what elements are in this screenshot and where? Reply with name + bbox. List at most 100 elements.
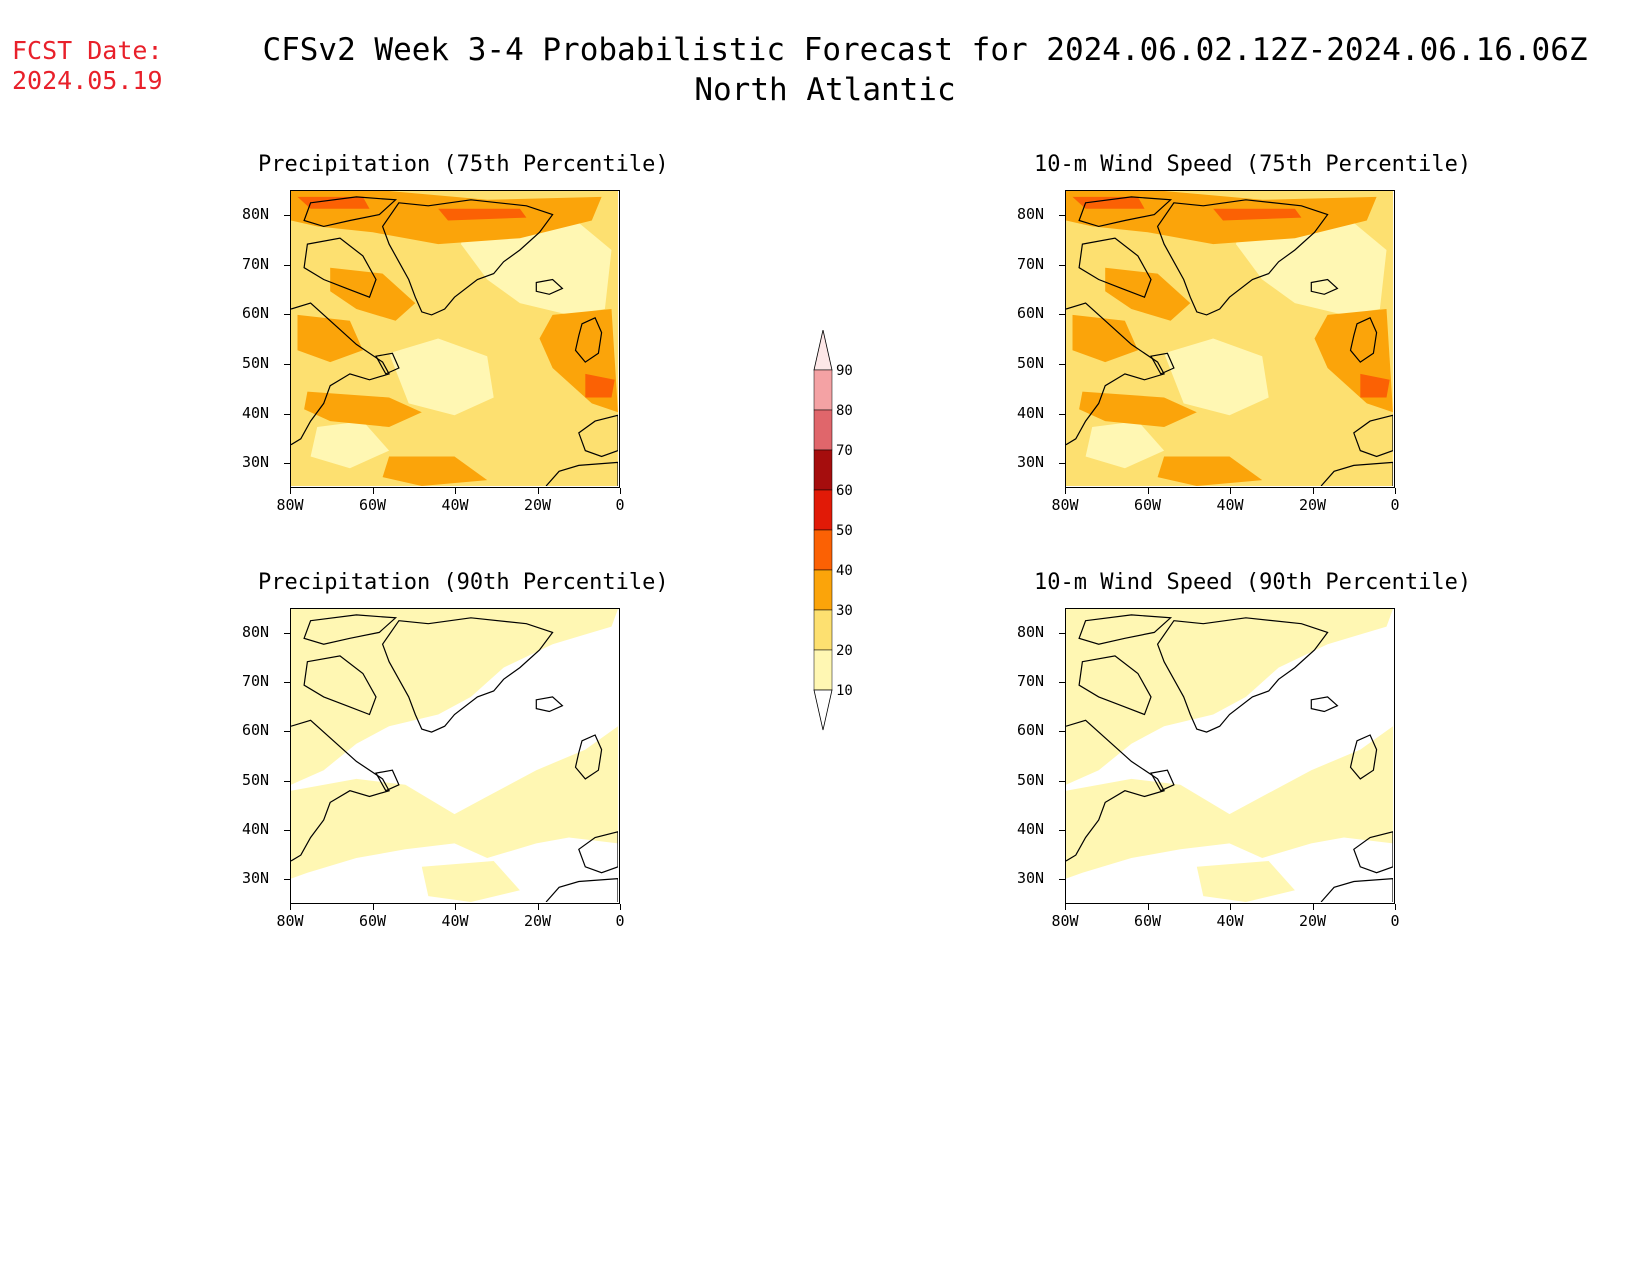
panel-title-wind90: 10-m Wind Speed (90th Percentile) [1034,570,1472,595]
coastline-newfoundland [1150,769,1175,792]
coastline-newfoundland [1150,352,1175,375]
coastline-baffin-island [1078,237,1152,298]
x-tick-mark [1230,904,1231,910]
panel-title-precip75: Precipitation (75th Percentile) [258,152,669,177]
colorbar-label: 90 [836,363,853,379]
y-tick-label: 30N [1017,869,1045,888]
x-tick-label: 60W [1134,912,1162,930]
probability-shading-region [310,421,390,469]
y-tick-label: 40N [1017,403,1045,422]
y-tick-label: 80N [1017,204,1045,223]
probability-shading-region [1213,208,1302,221]
y-tick-mark [284,363,290,365]
colorbar-segment [813,649,833,691]
coastline-ellesmere [1078,614,1173,645]
y-tick-mark [1059,314,1065,316]
coastline-ellesmere [1078,196,1173,228]
coastline-iceland [1310,696,1339,713]
x-tick-label: 80W [276,912,304,930]
coastline-north-america [1066,302,1165,446]
y-tick-mark [284,214,290,216]
y-tick-label: 30N [242,869,270,888]
x-tick-label: 0 [1390,912,1400,930]
y-tick-label: 40N [1017,820,1045,838]
x-tick-mark [372,904,374,910]
forecast-date-label: FCST Date: [12,36,163,65]
y-tick-label: 60N [242,721,270,740]
probability-shading-region [382,456,488,486]
x-tick-mark [1395,488,1396,494]
probability-shading-region [291,609,618,785]
colorbar-label: 70 [836,443,853,459]
map-plot-wind75 [1066,191,1393,486]
probability-shading-region [1085,421,1165,469]
colorbar-segment [813,489,833,531]
probability-shading-region [1164,338,1269,416]
colorbar-segment [813,449,833,491]
region-subtitle: North Atlantic [694,72,956,108]
y-tick-label: 70N [1017,254,1045,273]
coastline-africa [545,877,618,902]
coastline-iberia [1353,414,1393,458]
y-tick-label: 40N [242,403,270,422]
y-tick-mark [284,731,290,733]
coastline-british-isles [1349,734,1378,780]
x-tick-label: 20W [1299,912,1327,930]
probability-shading-region [1196,861,1295,902]
y-tick-label: 30N [1017,453,1045,472]
coastline-north-america [1066,719,1165,862]
y-tick-label: 70N [242,672,270,690]
coastline-iceland [535,696,564,713]
y-tick-label: 60N [242,304,270,323]
x-tick-mark [537,488,539,494]
probability-shading-region [1072,196,1145,209]
y-tick-label: 70N [242,254,270,273]
y-tick-mark [1059,214,1065,216]
probability-shading-region [330,267,416,321]
coastline-north-america [291,719,390,862]
y-tick-mark [284,780,290,782]
y-tick-mark [284,632,290,634]
x-tick-mark [372,488,374,494]
y-tick-label: 60N [1017,721,1045,740]
colorbar-segment [813,609,833,651]
x-tick-mark [1312,488,1314,494]
map-precip75 [290,190,620,488]
y-tick-label: 50N [242,770,270,789]
y-tick-label: 70N [1017,672,1045,690]
y-tick-mark [1059,780,1065,782]
y-tick-mark [1059,682,1065,683]
coastline-iberia [578,831,618,874]
colorbar-label: 10 [836,683,853,699]
y-tick-mark [284,830,290,831]
y-tick-mark [284,879,290,881]
figure-title-block: CFSv2 Week 3-4 Probabilistic Forecast fo… [0,30,1650,110]
x-tick-label: 60W [359,912,387,930]
probability-shading-region [389,338,494,416]
x-tick-label: 60W [359,496,387,514]
coastline-greenland [381,617,554,733]
y-tick-mark [284,413,290,415]
y-tick-mark [284,264,290,266]
y-tick-label: 50N [242,353,270,372]
map-plot-precip90 [291,609,618,902]
colorbar-segment [813,409,833,451]
y-tick-mark [1059,463,1065,465]
probability-shading-region [1066,609,1393,785]
probability-shading-region [297,314,363,363]
y-tick-label: 50N [1017,353,1045,372]
coastline-greenland [1156,199,1329,316]
y-tick-mark [284,682,290,683]
map-wind75 [1065,190,1395,488]
y-tick-mark [284,463,290,465]
coastline-iceland [1310,278,1339,295]
x-tick-label: 0 [1390,496,1400,514]
coastline-british-isles [574,734,603,780]
coastline-iberia [578,414,618,458]
coastline-iberia [1353,831,1393,874]
x-tick-label: 0 [615,496,625,514]
x-tick-mark [1230,488,1231,494]
y-tick-label: 60N [1017,304,1045,323]
coastline-newfoundland [375,352,400,375]
colorbar-label: 60 [836,483,853,499]
